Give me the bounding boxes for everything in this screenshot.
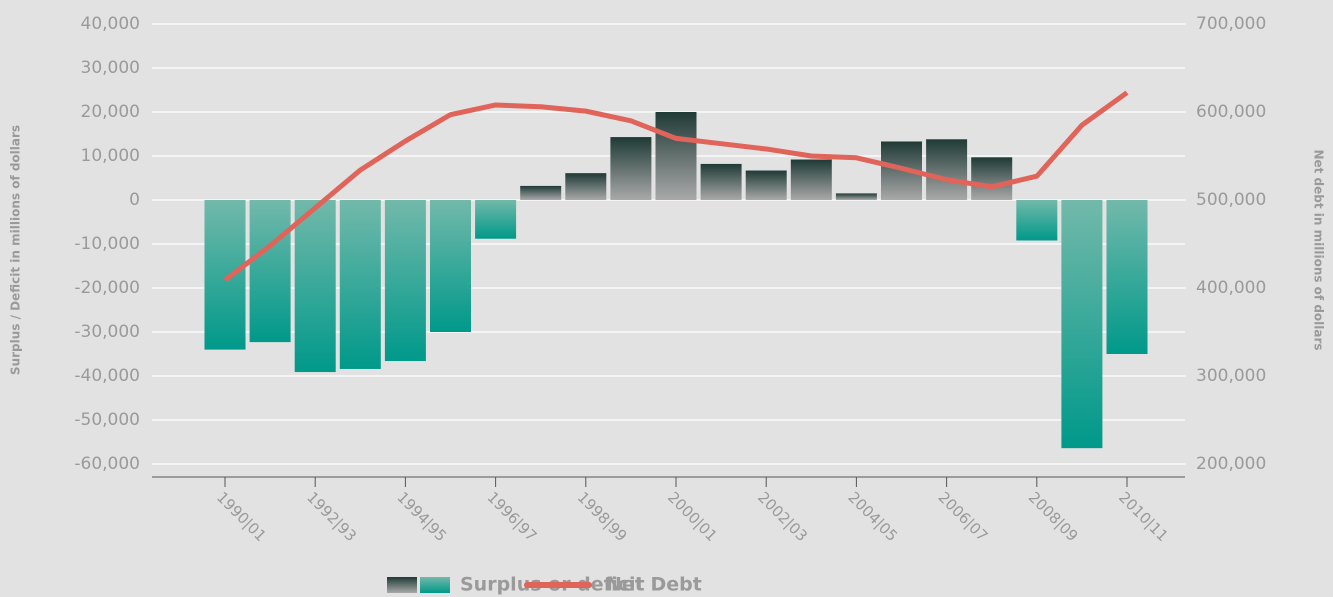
y-tick-label: 10,000 (81, 146, 140, 166)
y2-tick-label: 600,000 (1196, 102, 1266, 122)
x-tick-label: 2008|09 (1025, 488, 1082, 545)
x-tick-label: 1992|93 (303, 488, 360, 545)
legend-swatch (420, 577, 450, 593)
y2-tick-label: 300,000 (1196, 366, 1266, 386)
y-axis-label: Surplus / Deficit in millions of dollars (9, 125, 23, 375)
x-tick-label: 1996|97 (484, 488, 541, 545)
y-tick-label: -20,000 (74, 278, 140, 298)
y-tick-label: -60,000 (74, 454, 140, 474)
bar (384, 200, 426, 362)
x-tick-label: 1998|99 (574, 488, 631, 545)
bar (655, 112, 697, 200)
y2-tick-label: 700,000 (1196, 14, 1266, 34)
bar (790, 159, 832, 200)
bar (1061, 200, 1103, 449)
x-tick-label: 2000|01 (664, 488, 721, 545)
bar (1016, 200, 1058, 241)
x-tick-label: 1994|95 (393, 488, 450, 545)
bar (249, 200, 291, 343)
bar (204, 200, 246, 350)
bar (745, 170, 787, 200)
x-tick-label: 2010|11 (1115, 488, 1172, 545)
y-tick-label: 20,000 (81, 102, 140, 122)
x-tick-label: 2004|05 (844, 488, 901, 545)
bar (565, 173, 607, 200)
bar (520, 185, 562, 200)
bar (700, 163, 742, 200)
bar (971, 157, 1013, 200)
x-tick-label: 1990|01 (213, 488, 270, 545)
y-tick-label: -30,000 (74, 322, 140, 342)
y-tick-label: -10,000 (74, 234, 140, 254)
y-tick-label: -50,000 (74, 410, 140, 430)
bar (339, 200, 381, 369)
bar (475, 200, 517, 239)
bar (1106, 200, 1148, 354)
legend-swatch (387, 577, 417, 593)
line (223, 90, 1129, 283)
y-tick-label: 40,000 (81, 14, 140, 34)
bar (835, 193, 877, 200)
x-tick-label: 2002|03 (754, 488, 811, 545)
y2-axis-label: Net debt in millions of dollars (1312, 149, 1326, 350)
x-tick-label: 2006|07 (935, 488, 992, 545)
y2-tick-label: 400,000 (1196, 278, 1266, 298)
y-tick-label: -40,000 (74, 366, 140, 386)
y-tick-label: 0 (129, 190, 140, 210)
legend-label: Net Debt (606, 574, 702, 596)
bar (926, 139, 968, 200)
bar (294, 200, 336, 373)
y2-tick-label: 500,000 (1196, 190, 1266, 210)
bar (430, 200, 471, 332)
y-tick-label: 30,000 (81, 58, 140, 78)
bar (610, 137, 652, 200)
y2-tick-label: 200,000 (1196, 454, 1266, 474)
